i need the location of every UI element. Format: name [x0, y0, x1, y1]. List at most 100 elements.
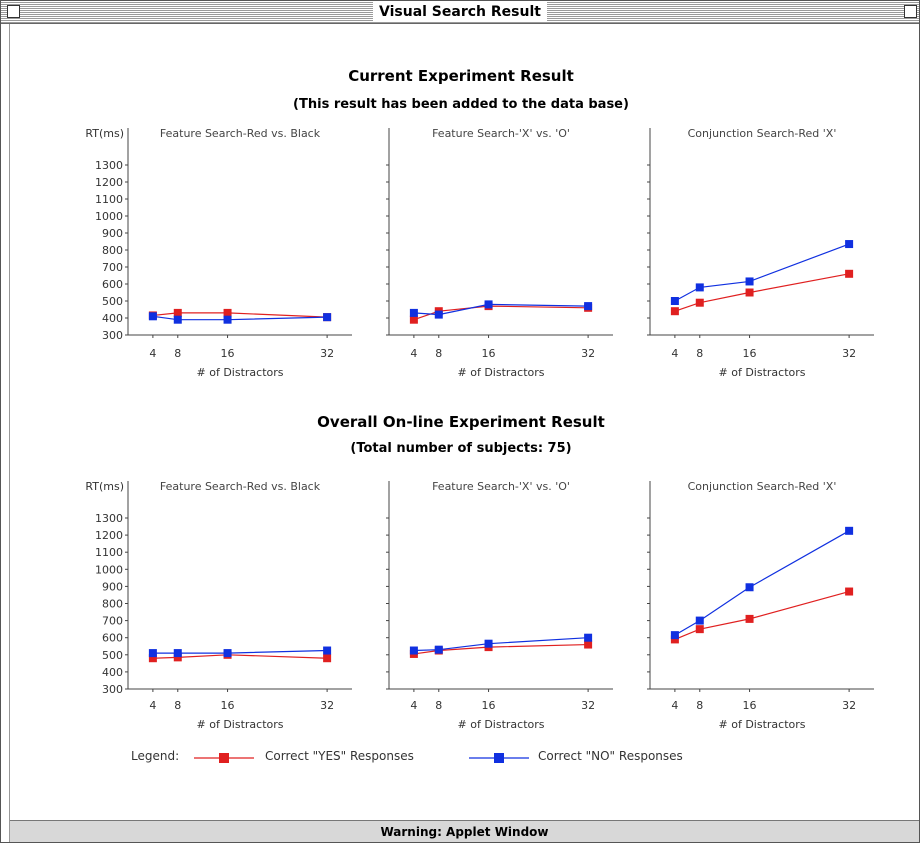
x-tick-label: 16 — [221, 699, 235, 712]
chart-panel: 4 8 16 32 Conjunction Search-Red 'X' # of Dis… — [647, 480, 874, 731]
x-tick-label: 8 — [435, 347, 442, 360]
y-tick-label: 700 — [102, 615, 123, 628]
title-bar[interactable]: Visual Search Result — [1, 1, 919, 24]
chart-panel: 300 400 500 600 700 800 900 1000 1100 1200 1300 4 8 1… — [85, 480, 352, 731]
y-tick-label: 1100 — [95, 193, 123, 206]
zoom-box-icon[interactable] — [904, 5, 917, 18]
no-data-point — [409, 646, 418, 655]
yes-series-line — [674, 273, 850, 312]
yes-data-point — [323, 654, 332, 663]
y-tick-label: 500 — [102, 295, 123, 308]
y-tick-label: 400 — [102, 312, 123, 325]
x-tick-label: 16 — [482, 699, 496, 712]
x-tick-label: 4 — [410, 347, 417, 360]
x-tick-label: 16 — [482, 347, 496, 360]
no-data-point — [173, 649, 182, 658]
x-tick-label: 32 — [581, 347, 595, 360]
chart-panel: 4 8 16 32 Conjunction Search-Red 'X' # of Dis… — [647, 127, 874, 379]
no-data-point — [148, 649, 157, 658]
no-data-point — [695, 283, 704, 292]
applet-warning-bar: Warning: Applet Window — [10, 820, 919, 842]
yes-data-point — [845, 269, 854, 278]
y-tick-label: 300 — [102, 329, 123, 342]
y-tick-label: 600 — [102, 632, 123, 645]
y-tick-label: 1300 — [95, 512, 123, 525]
no-series-line — [152, 649, 328, 654]
x-axis-label: # of Distractors — [197, 366, 284, 379]
x-axis-label: # of Distractors — [719, 366, 806, 379]
y-axis-label: RT(ms) — [85, 480, 124, 493]
x-axis-label: # of Distractors — [458, 718, 545, 731]
yes-data-point — [148, 654, 157, 663]
y-tick-label: 1000 — [95, 563, 123, 576]
legend-no-label: Correct "NO" Responses — [538, 749, 683, 763]
x-tick-label: 32 — [320, 699, 334, 712]
legend: Legend: Correct "YES" Responses Correct … — [131, 749, 771, 767]
no-data-point — [484, 300, 493, 309]
no-data-point — [845, 240, 854, 249]
y-tick-label: 400 — [102, 666, 123, 679]
x-tick-label: 4 — [149, 699, 156, 712]
y-tick-label: 500 — [102, 649, 123, 662]
no-data-point — [434, 645, 443, 654]
x-axis-label: # of Distractors — [719, 718, 806, 731]
no-data-point — [670, 297, 679, 305]
x-tick-label: 8 — [696, 699, 703, 712]
yes-data-point — [223, 308, 232, 317]
x-tick-label: 8 — [435, 699, 442, 712]
charts-canvas: 300 400 500 600 700 800 900 1000 1100 1200 1300 4 8 1… — [85, 127, 874, 731]
close-box-icon[interactable] — [7, 5, 20, 18]
y-tick-label: 800 — [102, 244, 123, 257]
no-data-point — [670, 631, 679, 640]
chart-title: Feature Search-'X' vs. 'O' — [432, 127, 570, 140]
no-series-line — [152, 315, 328, 321]
yes-data-point — [173, 653, 182, 662]
y-tick-label: 1300 — [95, 159, 123, 172]
no-series-line — [674, 530, 850, 636]
chart-title: Feature Search-'X' vs. 'O' — [432, 480, 570, 493]
x-tick-label: 4 — [149, 347, 156, 360]
yes-data-point — [845, 587, 854, 596]
no-data-point — [845, 526, 854, 535]
x-axis-label: # of Distractors — [458, 366, 545, 379]
no-data-point — [173, 315, 182, 324]
no-series-line — [413, 637, 589, 652]
x-tick-label: 32 — [842, 699, 856, 712]
yes-data-point — [745, 288, 754, 297]
x-tick-label: 32 — [320, 347, 334, 360]
yes-data-point — [670, 635, 679, 644]
no-data-point — [323, 646, 332, 655]
chart-title: Feature Search-Red vs. Black — [160, 127, 321, 140]
y-tick-label: 600 — [102, 278, 123, 291]
y-tick-label: 300 — [102, 683, 123, 696]
current-result-title: Current Experiment Result — [348, 67, 574, 85]
current-result-subtitle: (This result has been added to the data … — [293, 97, 629, 112]
no-data-point — [434, 310, 443, 319]
no-series-line — [413, 303, 589, 316]
chart-panel: 4 8 16 32 Feature Search-'X' vs. 'O' # of Dis… — [386, 480, 613, 731]
no-data-point — [745, 583, 754, 592]
y-tick-label: 1000 — [95, 210, 123, 223]
yes-data-point — [584, 640, 593, 649]
x-tick-label: 8 — [696, 347, 703, 360]
x-tick-label: 16 — [221, 347, 235, 360]
no-data-point — [484, 639, 493, 648]
yes-data-point — [745, 614, 754, 623]
yes-series-line — [413, 305, 589, 321]
y-tick-label: 1200 — [95, 176, 123, 189]
x-tick-label: 16 — [743, 347, 757, 360]
plot-area — [10, 24, 919, 819]
no-data-point — [584, 633, 593, 642]
x-tick-label: 16 — [743, 699, 757, 712]
legend-yes-label: Correct "YES" Responses — [265, 749, 414, 763]
y-axis-label: RT(ms) — [85, 127, 124, 140]
y-tick-label: 1100 — [95, 546, 123, 559]
yes-series-line — [413, 643, 589, 655]
no-data-point — [223, 315, 232, 324]
no-data-point — [745, 277, 754, 286]
no-data-point — [409, 308, 418, 317]
x-tick-label: 32 — [581, 699, 595, 712]
y-tick-label: 800 — [102, 598, 123, 611]
yes-series-line — [152, 312, 328, 318]
no-data-point — [695, 616, 704, 625]
